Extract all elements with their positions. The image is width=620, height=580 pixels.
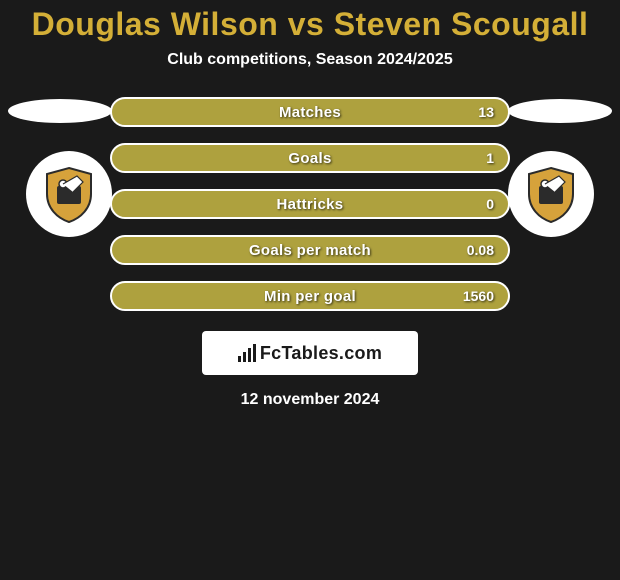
page-title: Douglas Wilson vs Steven Scougall [0,6,620,43]
player-right-ellipse [508,99,612,123]
subtitle: Club competitions, Season 2024/2025 [0,51,620,69]
stat-right-value: 1560 [463,288,494,304]
stat-row-min-per-goal: Min per goal 1560 [110,281,510,311]
stat-right-value: 13 [478,104,494,120]
stat-label: Min per goal [264,288,356,305]
stat-label: Goals per match [249,242,371,259]
player-right-club-badge [508,151,594,237]
shield-icon [39,164,99,224]
stat-label: Hattricks [277,196,344,213]
stat-label: Goals [288,150,331,167]
stat-row-goals-per-match: Goals per match 0.08 [110,235,510,265]
player-left-club-badge [26,151,112,237]
stat-right-value: 1 [486,150,494,166]
player-left-ellipse [8,99,112,123]
date-text: 12 november 2024 [0,391,620,409]
stat-row-hattricks: Hattricks 0 [110,189,510,219]
stat-label: Matches [279,104,341,121]
stat-row-matches: Matches 13 [110,97,510,127]
stat-rows: Matches 13 Goals 1 Hattricks 0 Goals per… [110,97,510,311]
shield-icon [521,164,581,224]
stat-right-value: 0.08 [467,242,494,258]
stat-row-goals: Goals 1 [110,143,510,173]
chart-icon [238,344,256,362]
stats-area: Matches 13 Goals 1 Hattricks 0 Goals per… [0,97,620,409]
stat-right-value: 0 [486,196,494,212]
brand-box: FcTables.com [202,331,418,375]
brand-text: FcTables.com [260,343,382,364]
